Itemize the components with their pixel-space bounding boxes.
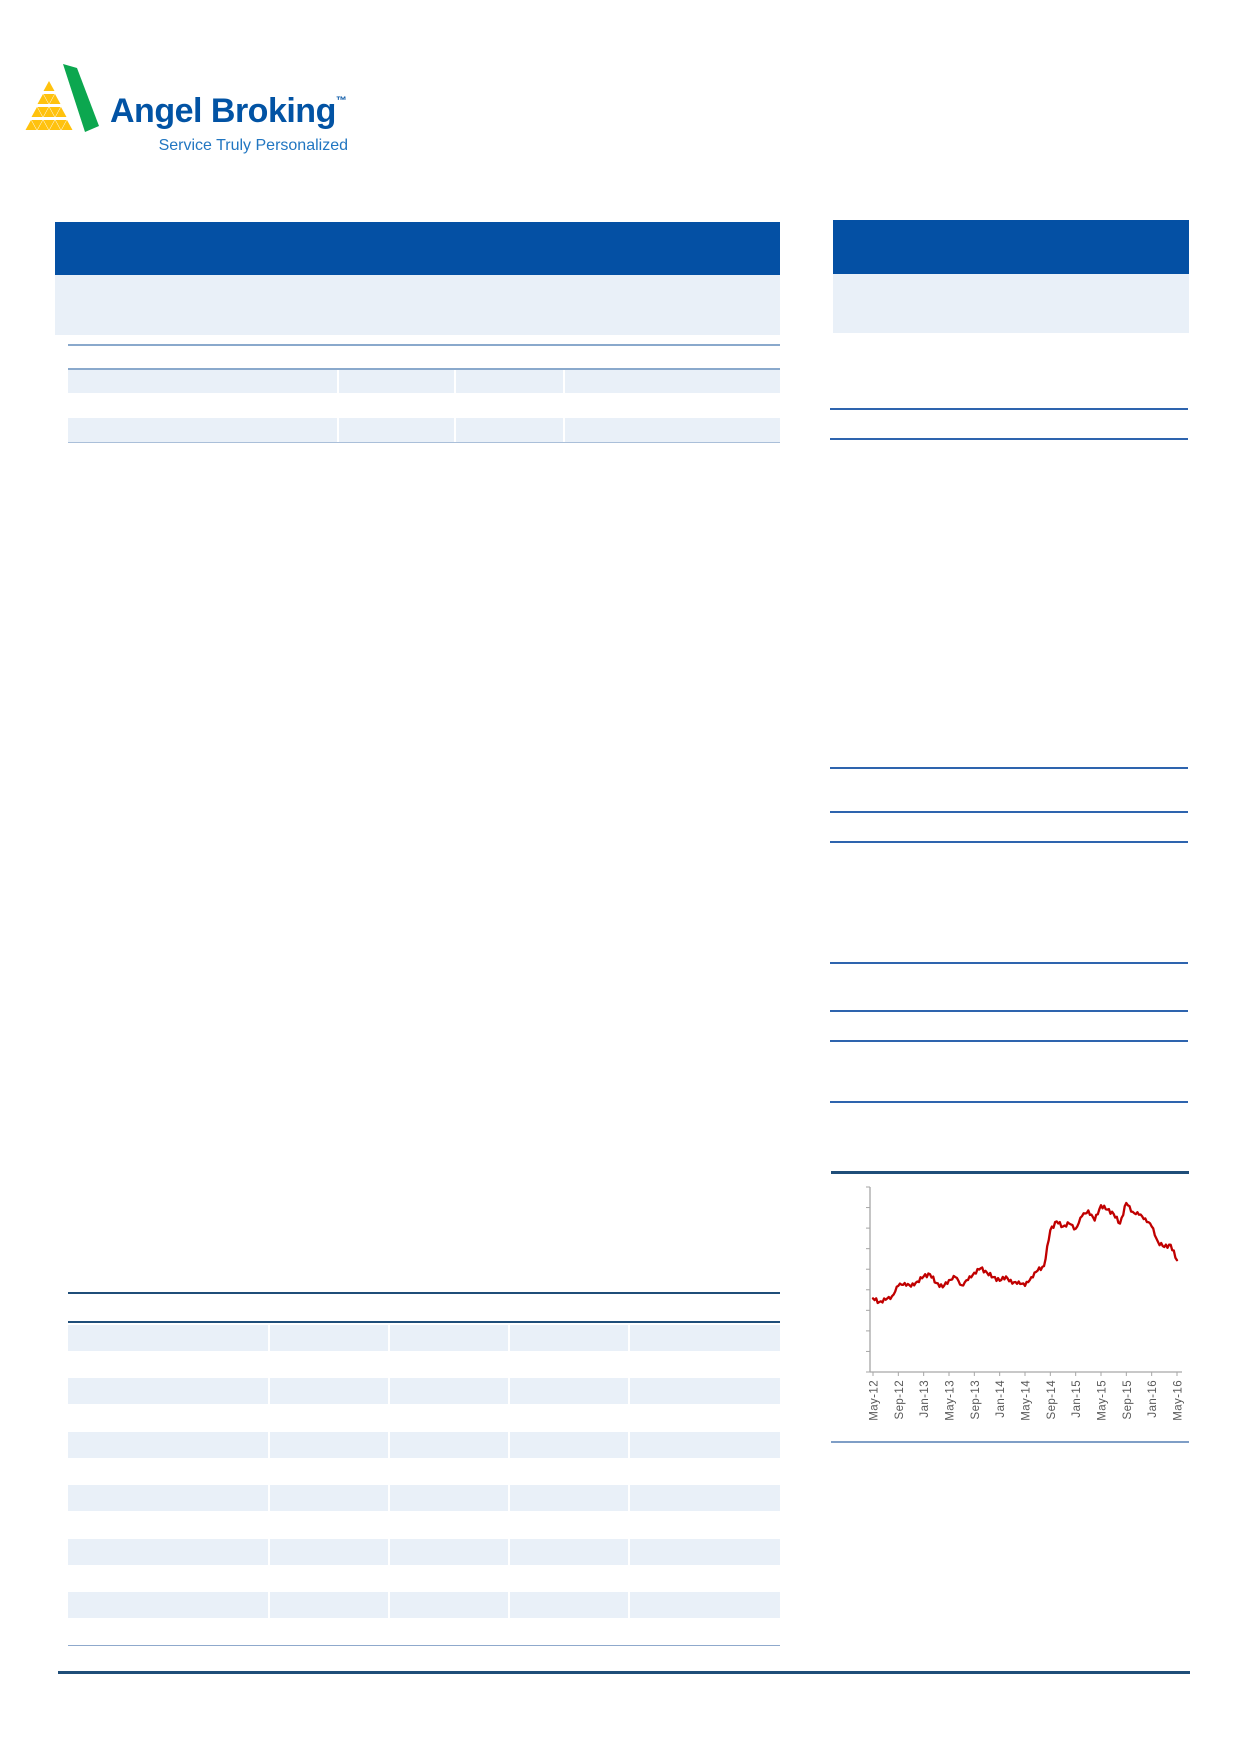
table-cell	[388, 1432, 508, 1458]
table-cell	[563, 370, 780, 393]
table-cell	[388, 1378, 508, 1404]
financials-table-stripe-row	[68, 1539, 780, 1565]
table-cell	[628, 1325, 780, 1351]
key-table-stripe-row	[68, 370, 780, 393]
table-cell	[563, 418, 780, 442]
table-cell	[508, 1539, 628, 1565]
table-cell	[68, 1485, 268, 1511]
table-cell	[68, 1325, 268, 1351]
table-cell	[68, 418, 337, 442]
price-chart-rule-bottom	[831, 1441, 1189, 1443]
table-cell	[68, 1592, 268, 1618]
sidebar-rule	[830, 962, 1188, 964]
brand-name: Angel Broking	[110, 92, 336, 130]
sidebar-rule	[830, 1101, 1188, 1103]
financials-table-stripe-row	[68, 1378, 780, 1404]
sidebar-rule	[830, 811, 1188, 813]
sidebar-title-bar	[833, 220, 1189, 274]
x-axis-label: Sep-15	[1122, 1380, 1134, 1419]
x-axis-label: Jan-14	[995, 1380, 1007, 1418]
table-cell	[388, 1539, 508, 1565]
table-cell	[337, 370, 454, 393]
table-cell	[337, 418, 454, 442]
table-cell	[388, 1325, 508, 1351]
price-chart-svg: May-12 Sep-12 Jan-13 May-13 Sep-13 Jan-14 May-…	[866, 1186, 1184, 1421]
financials-table-rule-header	[68, 1321, 780, 1323]
financials-table-rule-bottom	[68, 1645, 780, 1646]
table-cell	[508, 1378, 628, 1404]
key-table-rule-top	[68, 344, 780, 346]
financials-table-stripe-row	[68, 1592, 780, 1618]
table-cell	[628, 1592, 780, 1618]
table-cell	[268, 1592, 388, 1618]
sidebar-rule	[830, 1040, 1188, 1042]
table-cell	[454, 370, 563, 393]
table-cell	[628, 1432, 780, 1458]
x-axis-label: May-13	[944, 1380, 956, 1421]
x-axis-label: Sep-14	[1046, 1380, 1058, 1420]
table-cell	[268, 1485, 388, 1511]
table-cell	[508, 1325, 628, 1351]
price-line-series	[871, 1201, 1179, 1305]
price-chart: May-12 Sep-12 Jan-13 May-13 Sep-13 Jan-14 May-…	[833, 1174, 1189, 1442]
table-cell	[68, 1539, 268, 1565]
x-axis-label: Jan-16	[1147, 1380, 1159, 1418]
sidebar-rule	[830, 841, 1188, 843]
sidebar-rule	[830, 438, 1188, 440]
table-cell	[628, 1539, 780, 1565]
x-axis-label: Sep-13	[970, 1380, 982, 1419]
key-table-rule-header	[68, 368, 780, 370]
x-axis-label: May-12	[869, 1380, 881, 1421]
table-cell	[628, 1485, 780, 1511]
x-axis-label: May-15	[1096, 1380, 1108, 1421]
price-chart-rule-top	[831, 1171, 1189, 1174]
angel-broking-logo-mark-icon	[25, 64, 99, 132]
sidebar-rule	[830, 408, 1188, 410]
report-info-box	[55, 275, 780, 335]
x-axis-label: Sep-12	[894, 1380, 906, 1419]
x-axis-label: Jan-13	[919, 1380, 931, 1418]
table-cell	[268, 1432, 388, 1458]
sidebar-rule	[830, 767, 1188, 769]
financials-table-stripe-row	[68, 1432, 780, 1458]
table-cell	[388, 1485, 508, 1511]
table-cell	[68, 1378, 268, 1404]
report-title-bar	[55, 222, 780, 275]
financials-table-rule-top	[68, 1292, 780, 1294]
trademark-symbol: ™	[335, 95, 347, 107]
x-axis-label: May-14	[1020, 1380, 1032, 1421]
brand-wordmark: Angel Broking™	[110, 92, 347, 131]
table-cell	[628, 1378, 780, 1404]
table-cell	[68, 370, 337, 393]
key-table-rule-bottom	[68, 442, 780, 443]
table-cell	[268, 1539, 388, 1565]
table-cell	[388, 1592, 508, 1618]
table-cell	[508, 1432, 628, 1458]
key-table-stripe-row	[68, 418, 780, 442]
x-axis-label: Jan-15	[1071, 1380, 1083, 1418]
x-axis-label: May-16	[1172, 1380, 1184, 1421]
brand-tagline: Service Truly Personalized	[158, 137, 348, 154]
sidebar-rule	[830, 1010, 1188, 1012]
table-cell	[454, 418, 563, 442]
table-cell	[508, 1485, 628, 1511]
table-cell	[68, 1432, 268, 1458]
table-cell	[268, 1378, 388, 1404]
financials-table-stripe-row	[68, 1485, 780, 1511]
table-cell	[508, 1592, 628, 1618]
sidebar-info-box	[833, 274, 1189, 333]
footer-separator-rule	[58, 1671, 1190, 1674]
table-cell	[268, 1325, 388, 1351]
financials-table-stripe-row	[68, 1325, 780, 1351]
